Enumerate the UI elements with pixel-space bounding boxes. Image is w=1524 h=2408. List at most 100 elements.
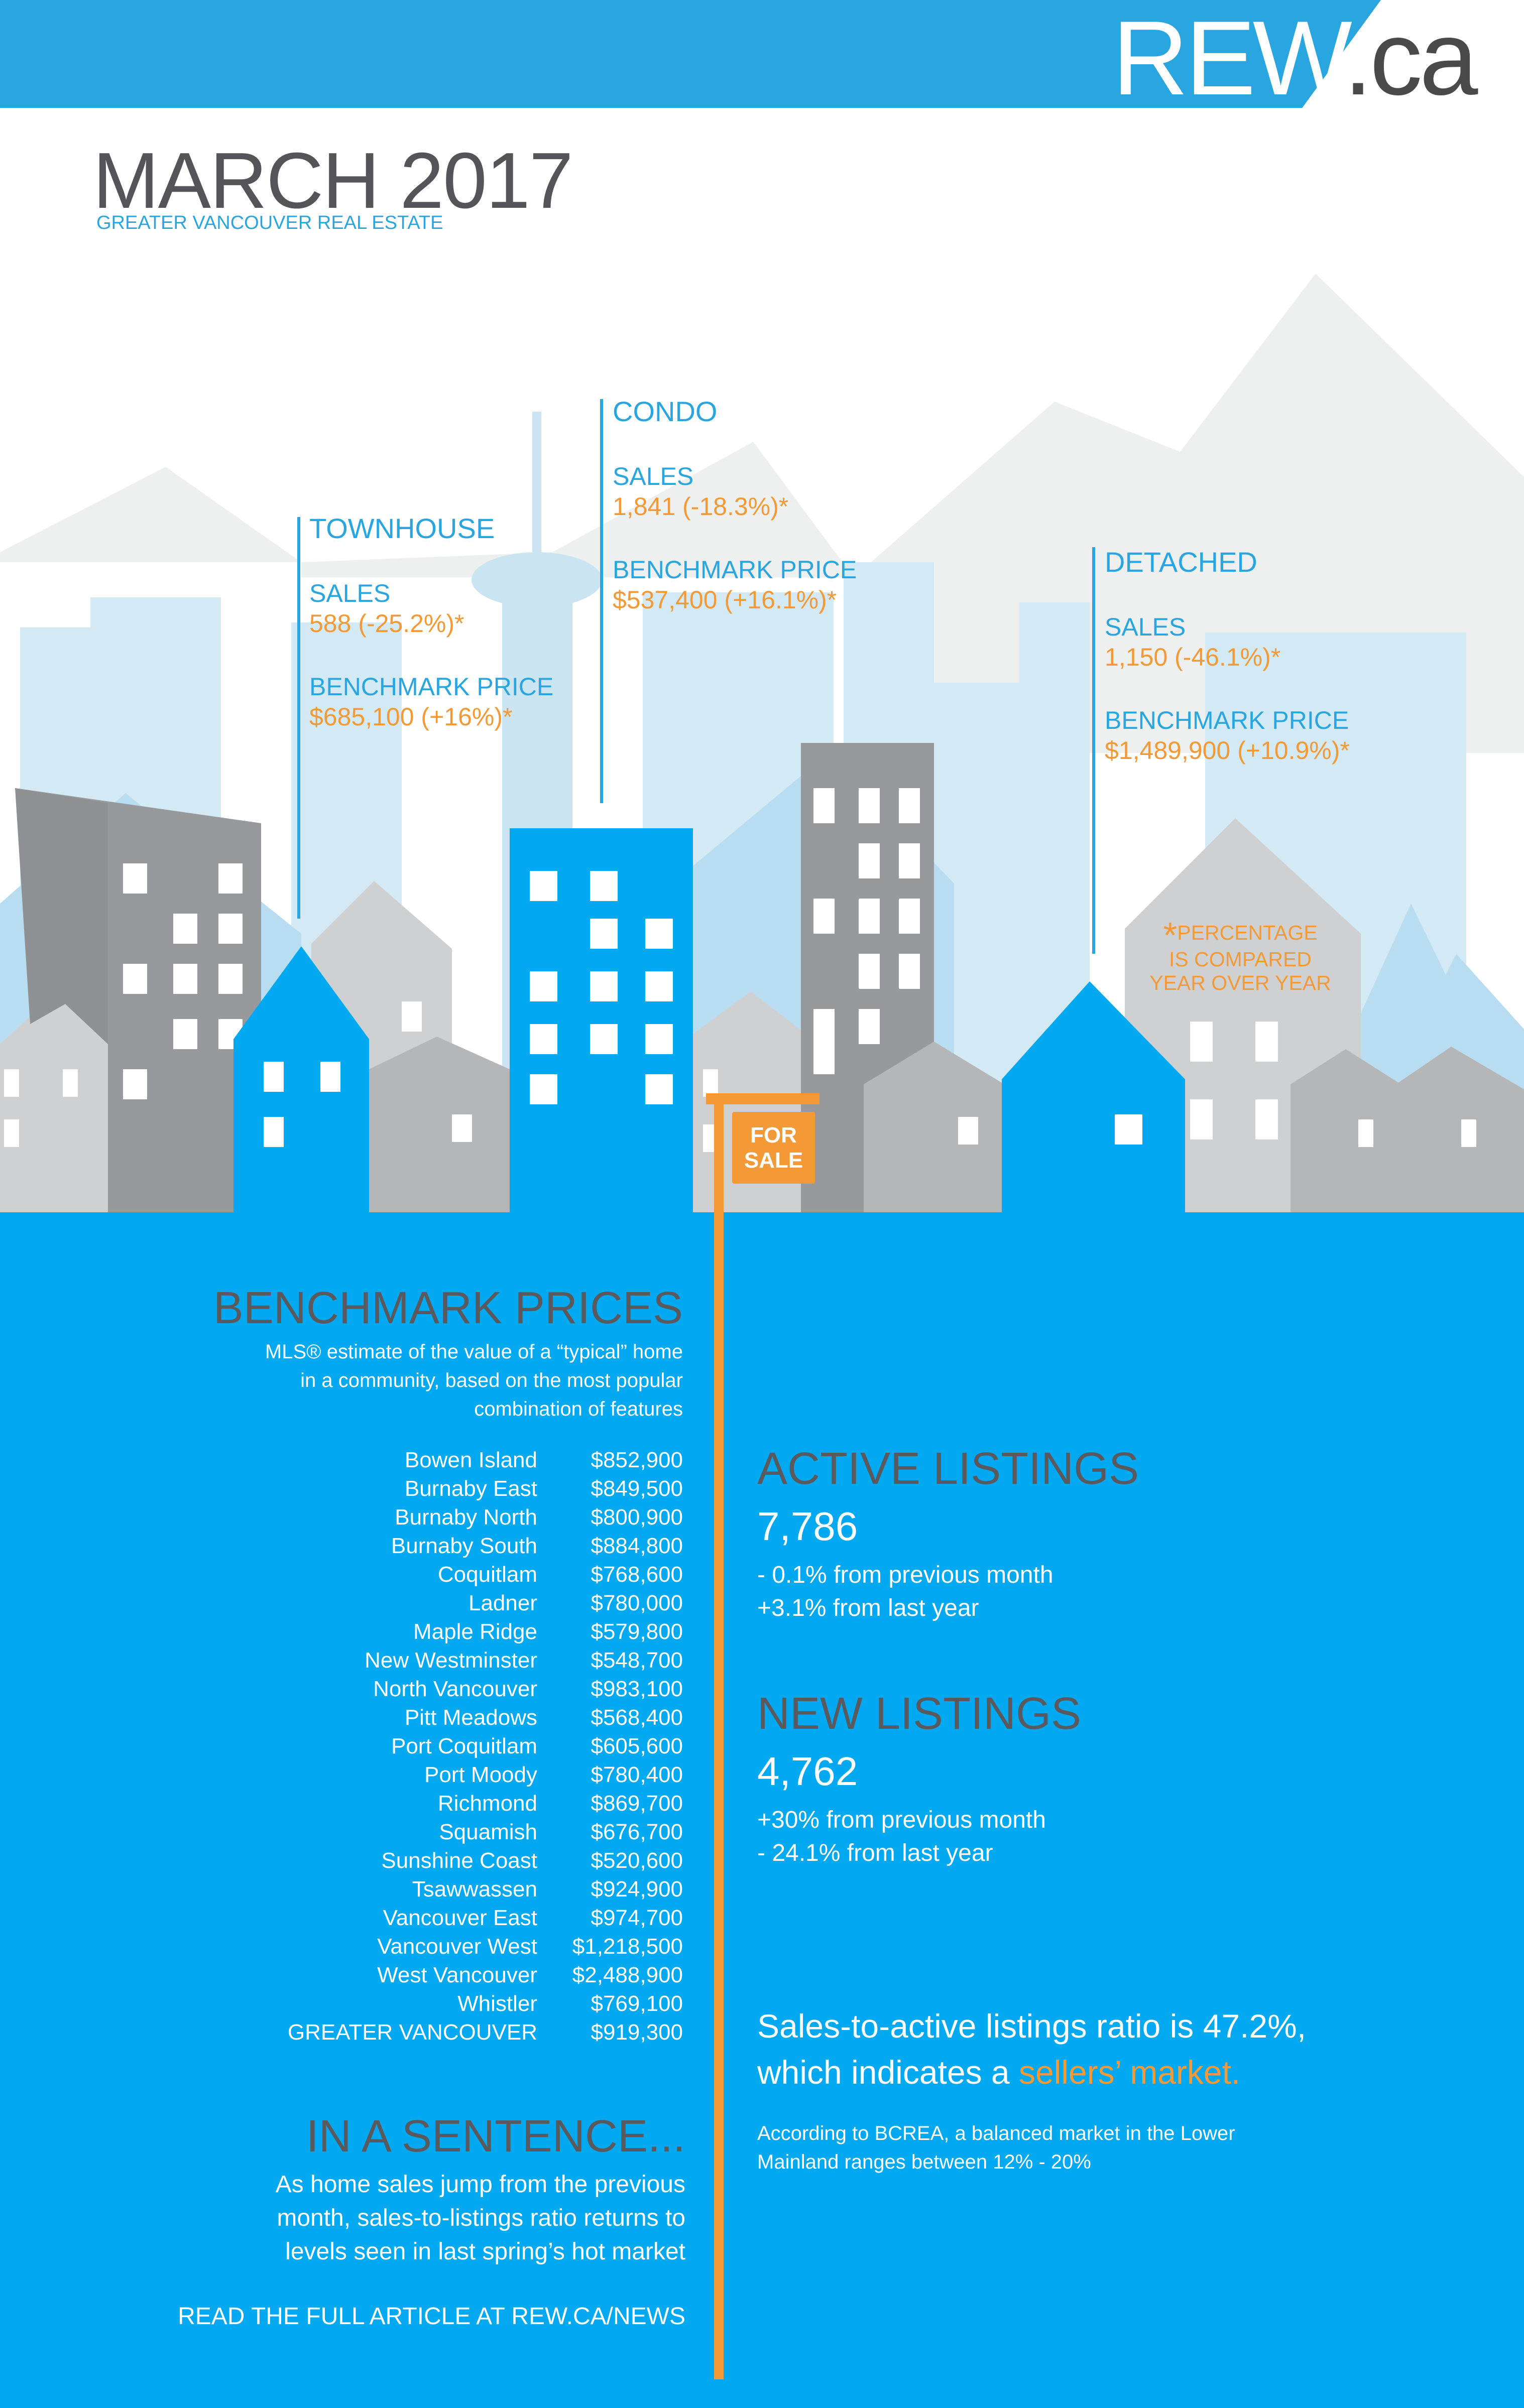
community-name: Burnaby North (395, 1505, 537, 1530)
price-row: Coquitlam $768,600 (201, 1560, 683, 1589)
window (320, 1062, 340, 1092)
community-name: Port Coquitlam (391, 1734, 537, 1758)
townhouse-heading: TOWNHOUSE (309, 513, 495, 544)
lower-blue-panel (0, 1212, 1524, 2408)
price-row: Burnaby East $849,500 (201, 1474, 683, 1503)
price-row: New Westminster $548,700 (201, 1646, 683, 1675)
benchmark-price: $852,900 (591, 1448, 683, 1472)
window (63, 1069, 78, 1097)
benchmark-price: $780,400 (591, 1762, 683, 1787)
new-listings-yearly-change: - 24.1% from last year (757, 1840, 993, 1866)
benchmark-price: $676,700 (591, 1820, 683, 1844)
percentage-note: *PERCENTAGE IS COMPARED YEAR OVER YEAR (1130, 918, 1351, 995)
active-listings-title: ACTIVE LISTINGS (757, 1444, 1139, 1494)
townhouse-price-label: BENCHMARK PRICE (309, 673, 554, 701)
detached-heading: DETACHED (1105, 546, 1257, 578)
price-row: Vancouver West $1,218,500 (201, 1932, 683, 1961)
condo-pointer-line (600, 399, 603, 803)
price-row: Richmond $869,700 (201, 1789, 683, 1818)
community-name: West Vancouver (377, 1963, 537, 1987)
price-row: Squamish $676,700 (201, 1818, 683, 1846)
for-sale-sign-pole (714, 1094, 724, 2379)
sentence-line-3: levels seen in last spring’s hot market (285, 2238, 685, 2265)
benchmark-price-table: Bowen Island $852,900 Burnaby East $849,500… (201, 1446, 683, 2047)
benchmark-price: $2,488,900 (572, 1963, 683, 1987)
tower-spire (532, 412, 541, 562)
active-listings-monthly-change: - 0.1% from previous month (757, 1562, 1053, 1588)
benchmark-price: $919,300 (591, 2020, 683, 2045)
community-name: Squamish (439, 1820, 537, 1844)
benchmark-desc-line-1: MLS® estimate of the value of a “typical… (265, 1341, 683, 1363)
city-skyline-illustration (0, 274, 1524, 1215)
townhouse-price-value: $685,100 (+16%)* (309, 703, 513, 731)
benchmark-price: $849,500 (591, 1476, 683, 1501)
in-a-sentence-title: IN A SENTENCE... (306, 2111, 685, 2162)
active-listings-value: 7,786 (757, 1504, 858, 1549)
community-name: Ladner (468, 1591, 537, 1615)
community-name: Bowen Island (404, 1448, 537, 1472)
read-full-article-link[interactable]: READ THE FULL ARTICLE AT REW.CA/NEWS (178, 2303, 685, 2330)
price-row: Maple Ridge $579,800 (201, 1617, 683, 1646)
detached-pointer-line (1092, 547, 1095, 954)
asterisk-icon: * (1163, 916, 1178, 956)
condo-windows (530, 871, 673, 1104)
window (264, 1062, 284, 1092)
building-dark-gray (15, 788, 108, 1044)
price-row: North Vancouver $983,100 (201, 1675, 683, 1703)
benchmark-price: $1,218,500 (572, 1934, 683, 1959)
price-row: Port Coquitlam $605,600 (201, 1732, 683, 1760)
price-row: Sunshine Coast $520,600 (201, 1846, 683, 1875)
benchmark-price: $605,600 (591, 1734, 683, 1758)
detached-blue (1002, 981, 1185, 1215)
detached-sales-label: SALES (1105, 613, 1186, 641)
window (264, 1117, 284, 1147)
townhouse-sales-label: SALES (309, 579, 391, 607)
price-row: Burnaby South $884,800 (201, 1532, 683, 1560)
benchmark-desc-line-2: in a community, based on the most popula… (300, 1369, 683, 1391)
page-subtitle: GREATER VANCOUVER REAL ESTATE (96, 212, 443, 233)
townhouse-pointer-line (297, 517, 300, 919)
logo-part-ca: .ca (1343, 0, 1478, 117)
benchmark-price: $924,900 (591, 1877, 683, 1902)
price-row: Burnaby North $800,900 (201, 1503, 683, 1532)
community-name: Whistler (457, 1991, 537, 2016)
detached-callout: DETACHED SALES 1,150 (-46.1%)* BENCHMARK… (1105, 546, 1350, 766)
for-sale-sign: FOR SALE (732, 1112, 815, 1184)
note-line-3: YEAR OVER YEAR (1149, 971, 1331, 994)
detached-price-value: $1,489,900 (+10.9%)* (1105, 736, 1350, 765)
new-listings-title: NEW LISTINGS (757, 1689, 1082, 1739)
detached-price-label: BENCHMARK PRICE (1105, 706, 1349, 734)
community-name: North Vancouver (373, 1677, 537, 1701)
detached-sales-value: 1,150 (-46.1%)* (1105, 643, 1281, 671)
benchmark-price: $974,700 (591, 1906, 683, 1930)
bcrea-note: According to BCREA, a balanced market in… (757, 2119, 1310, 2177)
note-line-2: IS COMPARED (1169, 948, 1312, 971)
window (402, 1001, 422, 1032)
window (1461, 1119, 1476, 1147)
in-a-sentence-text: As home sales jump from the previous mon… (133, 2168, 685, 2268)
house-gray (1396, 1047, 1524, 1215)
benchmark-price: $520,600 (591, 1848, 683, 1873)
window (703, 1069, 718, 1097)
window (452, 1114, 472, 1142)
new-listings-value: 4,762 (757, 1749, 858, 1794)
mountain-center (301, 442, 854, 577)
benchmark-price: $568,400 (591, 1705, 683, 1730)
townhouse-callout: TOWNHOUSE SALES 588 (-25.2%)* BENCHMARK … (309, 512, 553, 732)
benchmark-desc-line-3: combination of features (474, 1398, 683, 1420)
townhouse-sales-value: 588 (-25.2%)* (309, 609, 464, 638)
ratio-line-1: Sales-to-active listings ratio is 47.2%, (757, 2007, 1307, 2045)
community-name: Vancouver West (377, 1934, 537, 1959)
sentence-line-1: As home sales jump from the previous (275, 2171, 685, 2198)
house-windows (1190, 1022, 1278, 1139)
rew-logo: REW.ca (1112, 4, 1478, 112)
window (4, 1119, 19, 1147)
condo-callout: CONDO SALES 1,841 (-18.3%)* BENCHMARK PR… (613, 395, 857, 615)
price-row: Tsawwassen $924,900 (201, 1875, 683, 1904)
sellers-market-highlight: sellers’ market. (1018, 2054, 1241, 2091)
benchmark-price: $800,900 (591, 1505, 683, 1530)
active-listings-yearly-change: +3.1% from last year (757, 1595, 979, 1621)
benchmark-price: $869,700 (591, 1791, 683, 1816)
condo-sales-label: SALES (613, 462, 694, 490)
